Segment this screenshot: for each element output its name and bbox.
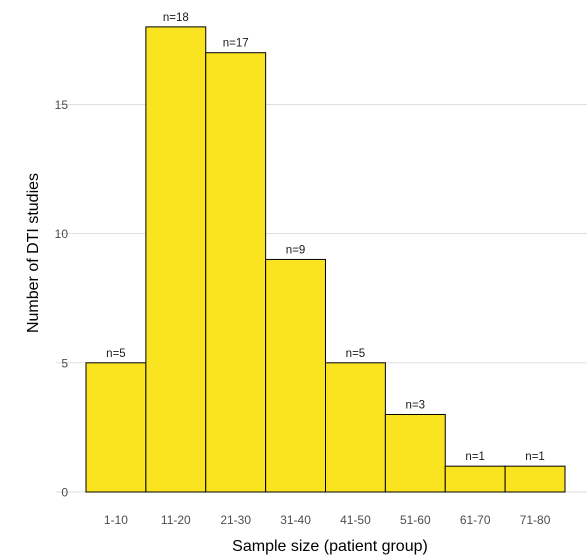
x-tick-label: 21-30 xyxy=(220,513,251,527)
bar-data-label: n=5 xyxy=(106,348,126,360)
bar xyxy=(86,363,146,492)
bar-data-label: n=1 xyxy=(465,451,485,463)
x-tick-label: 11-20 xyxy=(161,513,191,527)
bar-data-label: n=5 xyxy=(346,348,366,360)
bar xyxy=(445,466,505,492)
y-tick-label: 0 xyxy=(61,486,68,500)
bar-data-label: n=9 xyxy=(286,244,306,256)
bar xyxy=(385,414,445,492)
x-tick-label: 51-60 xyxy=(400,513,431,527)
x-tick-label: 41-50 xyxy=(340,513,371,527)
bar-data-label: n=18 xyxy=(163,12,189,24)
x-tick-label: 1-10 xyxy=(104,513,128,527)
y-tick-label: 10 xyxy=(55,227,69,241)
y-axis-title: Number of DTI studies xyxy=(25,173,42,333)
x-tick-label: 31-40 xyxy=(280,513,311,527)
bar xyxy=(206,53,266,492)
x-axis-title: Sample size (patient group) xyxy=(232,538,428,555)
x-axis-ticks: 1-10 11-20 21-30 31-40 41-50 51-60 61-70 71-80 xyxy=(104,513,551,527)
y-tick-label: 15 xyxy=(55,98,69,112)
bar-data-label: n=3 xyxy=(406,399,426,411)
x-tick-label: 71-80 xyxy=(520,513,551,527)
x-tick-label: 61-70 xyxy=(460,513,491,527)
bar xyxy=(326,363,386,492)
bar-data-label: n=1 xyxy=(525,451,545,463)
y-axis-ticks: 0 5 10 15 xyxy=(55,98,69,500)
bar xyxy=(505,466,565,492)
bars xyxy=(86,27,565,492)
bar xyxy=(146,27,206,492)
y-tick-label: 5 xyxy=(61,356,68,370)
bar xyxy=(266,259,326,492)
bar-data-label: n=17 xyxy=(223,38,249,50)
